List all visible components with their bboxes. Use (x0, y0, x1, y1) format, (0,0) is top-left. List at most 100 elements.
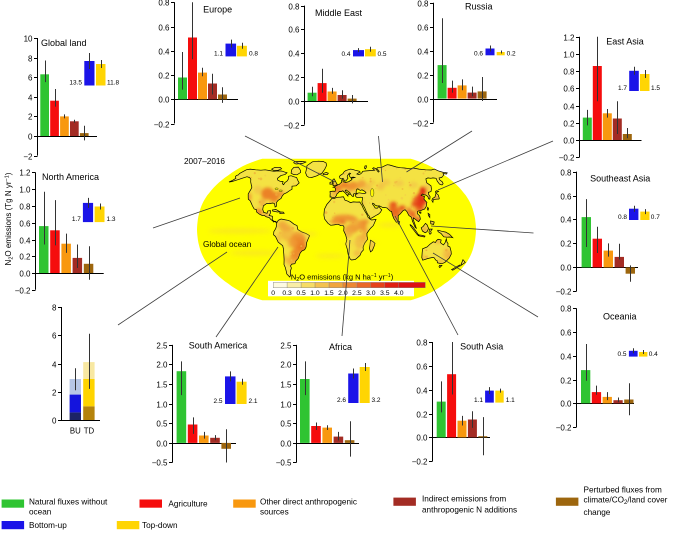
svg-text:0.4: 0.4 (560, 215, 572, 224)
svg-text:0.2: 0.2 (563, 119, 575, 128)
svg-text:0.4: 0.4 (416, 386, 428, 395)
svg-text:0: 0 (271, 290, 275, 297)
svg-text:2.0: 2.0 (280, 360, 292, 369)
svg-text:Southeast Asia: Southeast Asia (590, 174, 650, 184)
svg-text:0.6: 0.6 (560, 328, 572, 337)
svg-text:Global land: Global land (41, 38, 87, 48)
svg-text:4: 4 (52, 360, 57, 369)
svg-text:3.0: 3.0 (366, 290, 376, 297)
svg-text:0.0: 0.0 (417, 95, 429, 104)
svg-text:−0.5: −0.5 (152, 458, 168, 467)
svg-text:0.2: 0.2 (560, 239, 572, 248)
svg-text:Global ocean: Global ocean (203, 240, 252, 249)
svg-text:2: 2 (28, 112, 33, 121)
svg-text:3.2: 3.2 (372, 397, 381, 404)
svg-text:0.6: 0.6 (19, 219, 31, 228)
svg-text:0.5: 0.5 (378, 51, 387, 58)
svg-text:6: 6 (28, 73, 33, 82)
svg-text:1.5: 1.5 (156, 380, 168, 389)
svg-text:0.5: 0.5 (617, 351, 626, 358)
svg-text:0.6: 0.6 (474, 51, 483, 58)
svg-text:Agriculture: Agriculture (168, 500, 208, 509)
svg-text:0.8: 0.8 (560, 304, 572, 313)
svg-text:0.4: 0.4 (417, 47, 429, 56)
svg-text:0.0: 0.0 (563, 136, 575, 145)
svg-text:2.5: 2.5 (280, 341, 292, 350)
svg-text:Africa: Africa (329, 342, 352, 352)
svg-text:0.2: 0.2 (560, 376, 572, 385)
svg-text:Other direct anthropogenic: Other direct anthropogenic (260, 498, 357, 507)
svg-text:−0.2: −0.2 (556, 423, 572, 432)
svg-text:0.8: 0.8 (563, 67, 575, 76)
svg-text:0.2: 0.2 (416, 410, 428, 419)
svg-text:Natural fluxes without: Natural fluxes without (29, 498, 108, 507)
svg-text:0.2: 0.2 (19, 252, 31, 261)
svg-text:0.0: 0.0 (19, 269, 31, 278)
svg-text:0.4: 0.4 (288, 49, 300, 58)
svg-text:1.5: 1.5 (324, 290, 334, 297)
svg-text:Middle East: Middle East (315, 8, 363, 18)
svg-text:−0.2: −0.2 (559, 153, 575, 162)
svg-text:1.7: 1.7 (618, 85, 627, 92)
svg-text:0.5: 0.5 (280, 419, 292, 428)
svg-text:1.2: 1.2 (19, 168, 31, 177)
svg-text:2007–2016: 2007–2016 (184, 157, 225, 166)
svg-text:BU: BU (70, 427, 81, 436)
svg-text:2.5: 2.5 (352, 290, 362, 297)
svg-text:0.4: 0.4 (563, 102, 575, 111)
svg-text:2: 2 (52, 388, 57, 397)
svg-text:4.0: 4.0 (394, 290, 404, 297)
svg-text:−0.2: −0.2 (154, 120, 170, 129)
svg-text:1.1: 1.1 (474, 397, 483, 404)
svg-text:0.8: 0.8 (618, 214, 627, 221)
svg-text:1.0: 1.0 (310, 290, 320, 297)
svg-text:13.5: 13.5 (69, 80, 82, 87)
svg-text:N2O emissions (Tg N yr−1): N2O emissions (Tg N yr−1) (4, 172, 15, 265)
svg-text:−0.2: −0.2 (412, 457, 428, 466)
svg-text:0.2: 0.2 (417, 71, 429, 80)
svg-text:11.8: 11.8 (107, 80, 120, 87)
svg-text:TD: TD (84, 427, 95, 436)
svg-text:8: 8 (52, 303, 57, 312)
svg-text:0.5: 0.5 (156, 419, 168, 428)
svg-text:0.0: 0.0 (416, 433, 428, 442)
svg-text:2.5: 2.5 (213, 398, 222, 405)
svg-text:1.0: 1.0 (19, 185, 31, 194)
svg-text:0.4: 0.4 (158, 47, 170, 56)
svg-text:0.3: 0.3 (282, 290, 292, 297)
svg-text:Bottom-up: Bottom-up (29, 521, 67, 530)
svg-text:0.4: 0.4 (649, 351, 658, 358)
svg-text:8: 8 (28, 54, 33, 63)
svg-text:South America: South America (189, 341, 248, 351)
svg-text:2.0: 2.0 (156, 360, 168, 369)
svg-text:0.8: 0.8 (417, 0, 429, 8)
svg-text:N2O emissions (kg N ha−1 yr−1): N2O emissions (kg N ha−1 yr−1) (291, 272, 394, 283)
svg-text:−2: −2 (23, 152, 33, 161)
svg-text:2.1: 2.1 (249, 398, 258, 405)
svg-text:6: 6 (52, 331, 57, 340)
svg-text:0.2: 0.2 (158, 71, 170, 80)
svg-text:−0.2: −0.2 (284, 121, 300, 130)
svg-text:2.0: 2.0 (338, 290, 348, 297)
svg-text:Russia: Russia (465, 2, 493, 12)
svg-text:0.6: 0.6 (563, 84, 575, 93)
svg-text:ocean: ocean (29, 507, 52, 516)
svg-text:0.7: 0.7 (651, 214, 660, 221)
svg-text:1.0: 1.0 (280, 400, 292, 409)
svg-text:0.0: 0.0 (156, 439, 168, 448)
svg-text:1.5: 1.5 (280, 380, 292, 389)
svg-text:0: 0 (28, 132, 33, 141)
svg-text:1.5: 1.5 (651, 85, 660, 92)
svg-text:−0.2: −0.2 (556, 287, 572, 296)
svg-text:0.6: 0.6 (416, 362, 428, 371)
svg-text:0: 0 (52, 416, 57, 425)
svg-text:East Asia: East Asia (606, 37, 644, 47)
svg-text:0.0: 0.0 (280, 439, 292, 448)
svg-text:3.5: 3.5 (380, 290, 390, 297)
svg-text:anthropogenic N additions: anthropogenic N additions (422, 505, 517, 514)
svg-text:0.8: 0.8 (249, 51, 258, 58)
svg-text:North America: North America (42, 172, 99, 182)
svg-text:Perturbed fluxes from: Perturbed fluxes from (584, 486, 662, 495)
svg-text:1.1: 1.1 (506, 397, 515, 404)
svg-text:1.0: 1.0 (563, 50, 575, 59)
